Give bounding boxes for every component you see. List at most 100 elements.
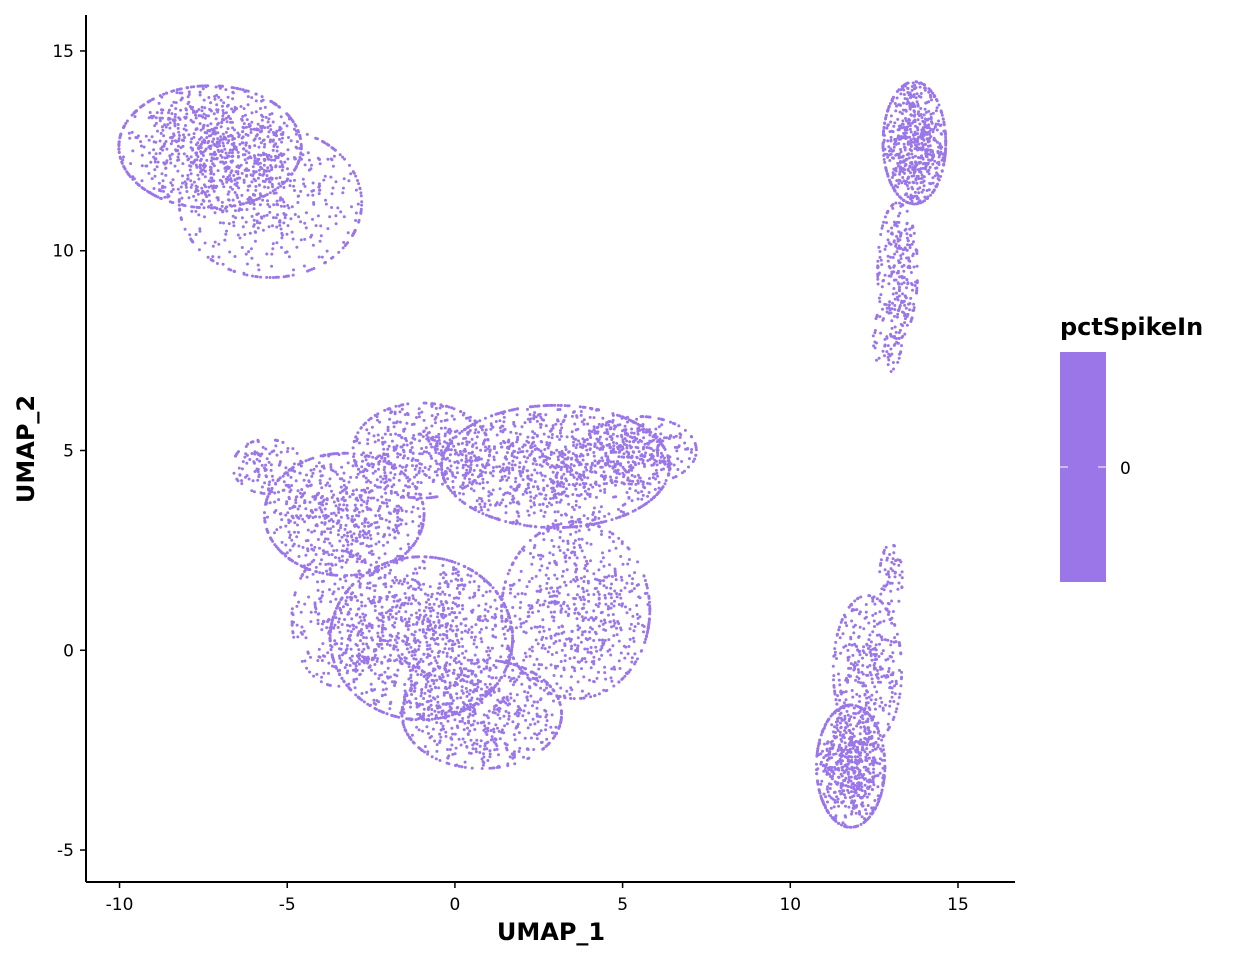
scatter-point [258,203,262,207]
scatter-point [223,238,227,242]
scatter-point [245,208,249,211]
scatter-point [655,435,659,439]
scatter-point [212,142,216,146]
scatter-point [892,287,896,290]
scatter-point [470,437,474,441]
scatter-point [260,216,264,220]
scatter-point [264,463,268,467]
scatter-point [296,489,300,493]
scatter-point [878,255,882,259]
scatter-point [900,265,904,269]
scatter-point [453,448,457,452]
scatter-point [564,512,567,516]
scatter-point [487,463,491,467]
scatter-point [292,127,296,131]
scatter-point [404,465,408,469]
scatter-point [390,439,394,443]
scatter-point [579,413,583,417]
scatter-point [593,515,597,519]
scatter-point [572,444,575,447]
scatter-point [357,182,361,186]
scatter-point [236,170,240,174]
scatter-point [213,126,217,130]
scatter-point [545,484,549,488]
scatter-point [435,462,439,466]
scatter-point [571,525,575,529]
scatter-point [314,524,318,527]
scatter-point [136,134,140,138]
scatter-point [300,157,303,161]
scatter-point [207,179,211,183]
scatter-point [246,89,250,93]
scatter-point [581,454,585,458]
scatter-point [886,229,890,233]
scatter-point [346,241,350,245]
scatter-point [370,549,374,553]
scatter-point [326,537,330,541]
scatter-point [242,271,246,275]
scatter-point [631,466,635,470]
scatter-point [330,489,333,493]
scatter-point [343,498,347,502]
scatter-point [268,452,272,456]
scatter-point [906,91,910,94]
scatter-point [694,448,698,452]
scatter-point [886,344,890,348]
scatter-point [912,202,916,206]
scatter-point [296,507,300,511]
scatter-point [215,103,219,107]
scatter-point [366,442,370,446]
scatter-point [267,117,271,121]
scatter-point [597,484,601,488]
scatter-point [178,87,181,91]
scatter-point [483,438,487,442]
scatter-point [477,510,481,514]
scatter-point [927,123,931,127]
scatter-point [290,230,294,234]
scatter-point [123,167,127,171]
scatter-point [241,130,245,134]
scatter-point [904,163,908,166]
scatter-point [214,186,218,190]
scatter-point [244,475,247,479]
scatter-point [599,442,603,446]
scatter-point [916,132,920,136]
scatter-point [243,153,247,157]
scatter-point [241,460,245,464]
scatter-point [617,455,621,459]
scatter-point [881,133,885,137]
scatter-point [413,542,416,545]
scatter-point [883,273,887,277]
scatter-point [623,424,627,428]
scatter-point [898,195,902,199]
scatter-point [565,457,569,461]
scatter-point [185,112,189,116]
scatter-point [244,113,247,117]
scatter-point [275,199,279,203]
scatter-point [396,515,400,519]
scatter-point [582,422,586,426]
scatter-point [895,340,899,344]
scatter-point [921,157,925,161]
scatter-point [176,187,180,191]
scatter-point [262,153,266,157]
scatter-point [201,87,205,91]
scatter-point [215,206,219,210]
scatter-point [383,487,387,491]
scatter-point [269,468,273,472]
scatter-point [931,181,935,185]
scatter-point [431,438,435,442]
scatter-point [255,467,259,471]
scatter-point [263,511,266,515]
scatter-point [555,471,559,475]
scatter-point [233,128,236,132]
scatter-point [387,460,391,463]
scatter-point [290,205,294,209]
scatter-point [934,109,938,113]
scatter-point [327,454,331,458]
scatter-point [248,144,252,148]
scatter-point [278,224,282,227]
scatter-point [441,445,445,449]
scatter-point [182,127,186,131]
scatter-point [282,204,286,208]
